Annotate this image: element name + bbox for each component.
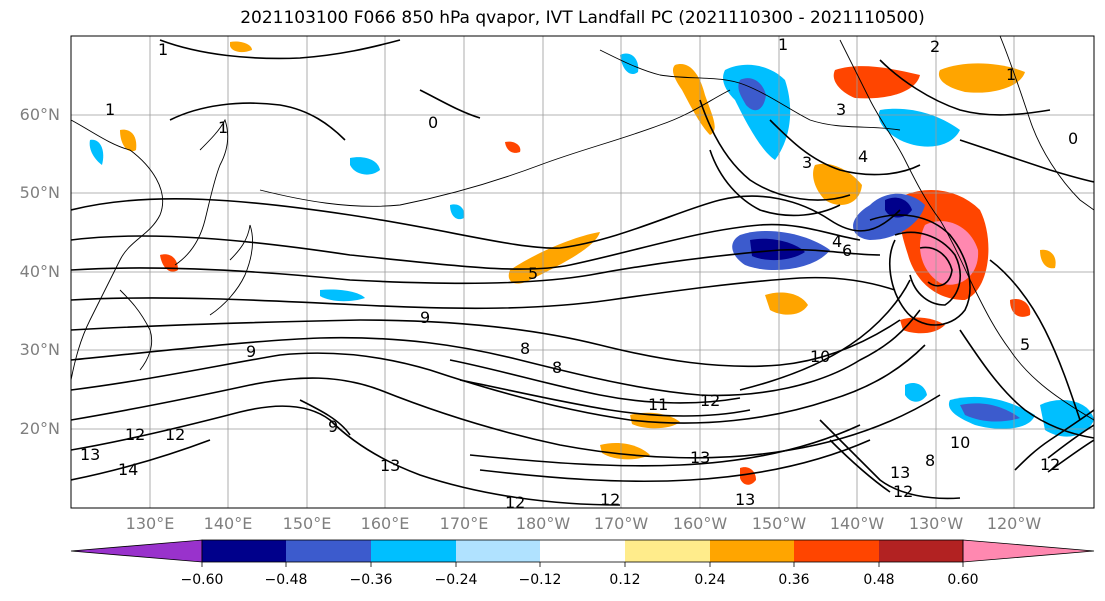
contour-label: 13 [690, 448, 710, 467]
contour-label: 4 [832, 232, 842, 251]
contour-label: 14 [118, 460, 138, 479]
contour-label: 9 [246, 342, 256, 361]
lon-label: 150°E [282, 514, 332, 533]
colorbar-tick-label: −0.24 [434, 572, 478, 588]
contour-label: 4 [858, 147, 868, 166]
lat-label: 40°N [19, 262, 60, 281]
contour-lines [71, 39, 1094, 506]
lon-label: 160°E [360, 514, 410, 533]
contour-label: 12 [165, 425, 185, 444]
contour-label: 10 [810, 347, 830, 366]
contour-label: 10 [950, 433, 970, 452]
colorbar-bin-9 [879, 540, 963, 562]
colorbar-bin-2 [286, 540, 371, 562]
colorbar-bin-4 [456, 540, 540, 562]
lon-label: 130°E [125, 514, 175, 533]
contour-label: 6 [842, 241, 852, 260]
coastlines [71, 36, 1094, 421]
contour-label: 5 [1020, 335, 1030, 354]
colorbar-bin-7 [710, 540, 794, 562]
contour-label: 8 [520, 339, 530, 358]
colorbar-bin-8 [794, 540, 879, 562]
contour-label: 12 [893, 482, 913, 501]
contour-label: 0 [1068, 129, 1078, 148]
colorbar-tick-label: −0.60 [180, 572, 224, 588]
contour-label: 13 [380, 456, 400, 475]
contour-label: 13 [735, 490, 755, 509]
lon-label: 120°W [986, 514, 1042, 533]
contour-label: 2 [930, 37, 940, 56]
contour-label: 13 [890, 463, 910, 482]
contour-label: 12 [700, 391, 720, 410]
contour-label: 12 [125, 425, 145, 444]
colorbar [70, 539, 1095, 567]
contour-label: 9 [328, 417, 338, 436]
colorbar-tick-label: 0.12 [609, 572, 641, 588]
lon-label: 140°E [203, 514, 253, 533]
contour-label: 1 [1006, 65, 1016, 84]
contour-label: 1 [105, 100, 115, 119]
colorbar-bin-0 [70, 539, 203, 563]
colorbar-bin-3 [371, 540, 456, 562]
contour-label: 11 [648, 395, 668, 414]
contour-label: 5 [528, 264, 538, 283]
contour-label: 1 [158, 40, 168, 59]
colorbar-bin-6 [625, 540, 710, 562]
contour-label: 8 [552, 358, 562, 377]
contour-label: 8 [925, 451, 935, 470]
colorbar-tick-label: −0.48 [264, 572, 308, 588]
lat-label: 30°N [19, 340, 60, 359]
colorbar-tick-label: 0.24 [694, 572, 726, 588]
colorbar-bin-1 [202, 540, 286, 562]
map-frame [70, 35, 1095, 509]
colorbar-tick-label: 0.60 [947, 572, 979, 588]
colorbar-tick-label: −0.36 [349, 572, 393, 588]
lon-label: 180°W [515, 514, 571, 533]
contour-label: 12 [1040, 455, 1060, 474]
contour-label: 3 [836, 100, 846, 119]
contour-label: 1 [218, 118, 228, 137]
contour-label: 9 [420, 308, 430, 327]
lat-label: 60°N [19, 105, 60, 124]
colorbar-bin-10 [962, 539, 1095, 563]
map-title: 2021103100 F066 850 hPa qvapor, IVT Land… [240, 8, 925, 28]
contour-label: 12 [600, 490, 620, 509]
contour-label-group: 1 1 1 0 1 2 1 0 3 4 3 4 5 6 9 8 8 9 9 10… [80, 35, 1078, 512]
lon-label: 160°W [672, 514, 728, 533]
colorbar-tick-label: −0.12 [518, 572, 562, 588]
contour-label: 1 [778, 35, 788, 54]
lat-label: 20°N [19, 419, 60, 438]
lon-label: 170°E [439, 514, 489, 533]
lon-label: 130°W [908, 514, 964, 533]
colorbar-tick-label: 0.48 [863, 572, 895, 588]
lon-label: 140°W [829, 514, 885, 533]
contour-label: 13 [80, 445, 100, 464]
colorbar-tick-label: 0.36 [778, 572, 810, 588]
lon-label: 150°W [751, 514, 807, 533]
lat-label: 50°N [19, 183, 60, 202]
contour-label: 3 [802, 153, 812, 172]
colorbar-bin-5 [540, 540, 625, 562]
contour-label: 12 [505, 493, 525, 512]
lon-label: 170°W [593, 514, 649, 533]
contour-label: 0 [428, 113, 438, 132]
